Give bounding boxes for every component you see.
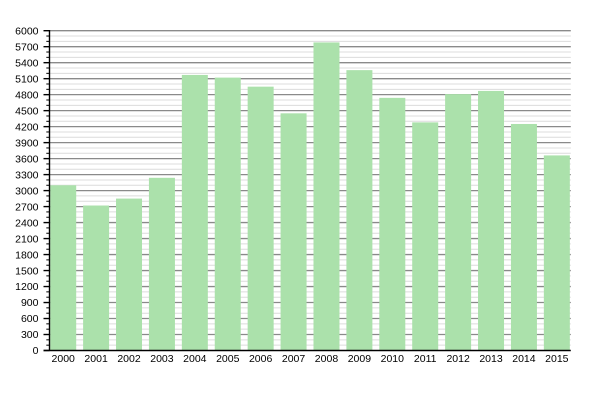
x-axis-label: 2012: [446, 353, 470, 365]
bar-2005: [214, 77, 241, 351]
x-axis-label: 2000: [52, 353, 76, 365]
y-axis-label: 3900: [15, 137, 39, 149]
bar-2008: [313, 42, 340, 351]
y-axis-label: 1500: [15, 265, 39, 277]
bar-2011: [412, 122, 439, 351]
x-axis-label: 2005: [216, 353, 240, 365]
y-axis-label: 3300: [15, 169, 39, 181]
y-axis-label: 4200: [15, 121, 39, 133]
x-axis-label: 2006: [249, 353, 273, 365]
y-axis-label: 300: [21, 329, 39, 341]
x-axis-label: 2007: [282, 353, 306, 365]
bar-2012: [445, 94, 472, 351]
y-axis-label: 2700: [15, 201, 39, 213]
x-axis-label: 2003: [150, 353, 174, 365]
y-axis-label: 900: [21, 297, 39, 309]
y-axis-label: 5400: [15, 57, 39, 69]
y-axis-label: 5700: [15, 41, 39, 53]
x-axis-label: 2014: [512, 353, 536, 365]
bar-2015: [543, 155, 570, 351]
bar-2010: [379, 97, 406, 351]
y-axis-label: 4800: [15, 89, 39, 101]
x-axis-label: 2008: [315, 353, 339, 365]
y-axis-label: 3600: [15, 153, 39, 165]
bar-2009: [346, 70, 373, 351]
x-axis-label: 2013: [479, 353, 503, 365]
bar-2000: [50, 185, 77, 351]
y-axis-label: 2400: [15, 217, 39, 229]
bar-2001: [83, 205, 110, 351]
y-axis-label: 6000: [15, 25, 39, 37]
y-axis-label: 1800: [15, 249, 39, 261]
x-axis-label: 2011: [414, 353, 437, 365]
bar-2014: [510, 123, 537, 351]
y-axis-label: 2100: [15, 233, 39, 245]
bar-2013: [478, 90, 505, 351]
x-axis-label: 2004: [183, 353, 207, 365]
bar-2004: [181, 74, 208, 351]
bar-2002: [116, 198, 143, 351]
x-axis-label: 2010: [381, 353, 405, 365]
bar-2007: [280, 113, 307, 351]
y-axis-label: 4500: [15, 105, 39, 117]
y-axis-label: 1200: [15, 281, 39, 293]
y-axis-label: 0: [33, 345, 39, 357]
x-axis-label: 2001: [84, 353, 108, 365]
y-axis-label: 5100: [15, 73, 39, 85]
x-axis-label: 2015: [545, 353, 569, 365]
bar-2003: [148, 177, 175, 351]
y-axis-label: 600: [21, 313, 39, 325]
x-axis-label: 2002: [117, 353, 141, 365]
bar-2006: [247, 86, 274, 351]
x-axis-label: 2009: [348, 353, 372, 365]
y-axis-label: 3000: [15, 185, 39, 197]
